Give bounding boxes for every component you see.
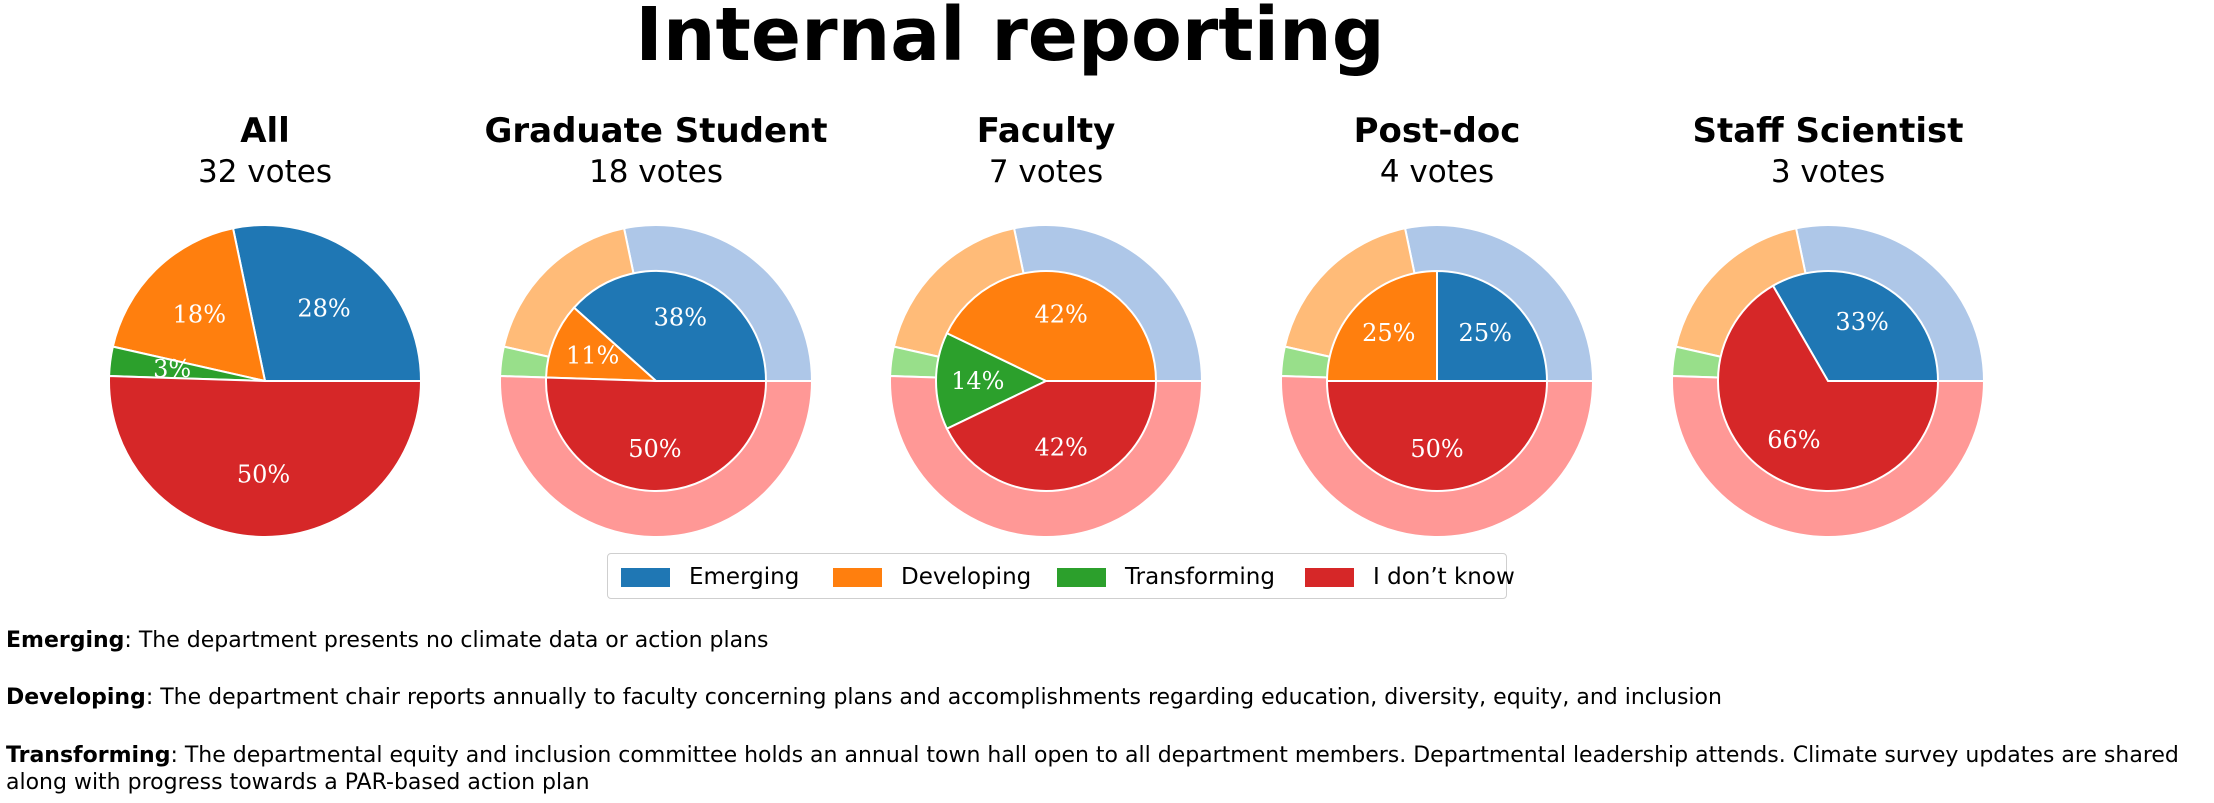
pie-vote-count: 4 votes xyxy=(1380,154,1494,190)
slice-slice-emerging xyxy=(231,224,423,382)
inner-label-i-don-t-know: 66% xyxy=(1767,426,1820,454)
inner-slice-i-don-t-know xyxy=(545,376,768,492)
legend-swatch-i-dont-know xyxy=(1305,567,1354,587)
inner-slice-i-don-t-know xyxy=(1717,284,1940,492)
inner-slice-developing xyxy=(1325,269,1438,382)
slice-label-i-don-t-know: 50% xyxy=(237,461,290,489)
inner-slice-emerging xyxy=(1436,269,1549,382)
pie-vote-count: 32 votes xyxy=(198,154,332,190)
inner-slice-i-don-t-know xyxy=(1325,380,1549,492)
inner-label-i-don-t-know: 50% xyxy=(1410,435,1463,463)
pie-title: Graduate Student xyxy=(484,111,827,151)
slice-slice-i-don-t-know xyxy=(108,375,423,538)
legend-label-developing: Developing xyxy=(901,564,1032,590)
inner-slice-emerging xyxy=(572,270,768,382)
inner-label-i-don-t-know: 42% xyxy=(1035,433,1088,461)
pie-title: All xyxy=(240,111,290,151)
pie-title: Faculty xyxy=(977,111,1116,151)
pie-vote-count: 7 votes xyxy=(989,154,1103,190)
inner-label-emerging: 38% xyxy=(654,303,707,331)
inner-label-developing: 42% xyxy=(1035,301,1088,329)
legend-label-i-dont-know: I don’t know xyxy=(1373,564,1515,590)
definition-emerging: Emerging: The department presents no cli… xyxy=(6,627,2206,654)
legend-swatch-emerging xyxy=(621,567,670,587)
inner-slice-i-don-t-know xyxy=(945,380,1158,492)
inner-label-developing: 25% xyxy=(1362,319,1415,347)
legend-label-emerging: Emerging xyxy=(689,564,800,590)
inner-slice-emerging xyxy=(1771,270,1940,382)
legend-item-i-dont-know: I don’t know xyxy=(1305,554,1515,600)
inner-slice-developing xyxy=(945,270,1158,382)
pie-title: Staff Scientist xyxy=(1692,111,1963,151)
slice-label-emerging: 28% xyxy=(297,294,350,322)
definition-term: Developing xyxy=(6,685,146,710)
inner-label-transforming: 14% xyxy=(951,367,1004,395)
inner-slice-developing xyxy=(545,306,659,383)
inner-label-emerging: 33% xyxy=(1835,308,1888,336)
definition-text: : The department chair reports annually … xyxy=(145,685,1722,710)
definition-text: : The department presents no climate dat… xyxy=(124,628,769,653)
inner-slice-transforming xyxy=(935,331,1049,431)
slice-slice-developing xyxy=(111,227,267,383)
inner-label-developing: 11% xyxy=(566,342,619,370)
definition-developing: Developing: The department chair reports… xyxy=(6,684,2206,711)
legend: Emerging Developing Transforming I don’t… xyxy=(607,553,1515,600)
legend-item-emerging: Emerging xyxy=(621,554,799,600)
legend-swatch-developing xyxy=(833,567,882,587)
pie-vote-count: 3 votes xyxy=(1771,154,1885,190)
pie-title: Post-doc xyxy=(1354,111,1521,151)
inner-label-i-don-t-know: 50% xyxy=(628,435,681,463)
legend-item-transforming: Transforming xyxy=(1057,554,1275,600)
definition-transforming: Transforming: The departmental equity an… xyxy=(6,742,2206,796)
inner-label-emerging: 25% xyxy=(1459,319,1512,347)
pie-vote-count: 18 votes xyxy=(589,154,723,190)
main-title: Internal reporting xyxy=(635,0,1384,78)
legend-label-transforming: Transforming xyxy=(1125,564,1275,590)
legend-swatch-transforming xyxy=(1057,567,1106,587)
legend-item-developing: Developing xyxy=(833,554,1031,600)
definition-text: : The departmental equity and inclusion … xyxy=(6,743,2179,795)
definition-term: Emerging xyxy=(6,628,125,653)
slice-label-developing: 18% xyxy=(173,300,226,328)
definition-term: Transforming xyxy=(6,743,171,768)
